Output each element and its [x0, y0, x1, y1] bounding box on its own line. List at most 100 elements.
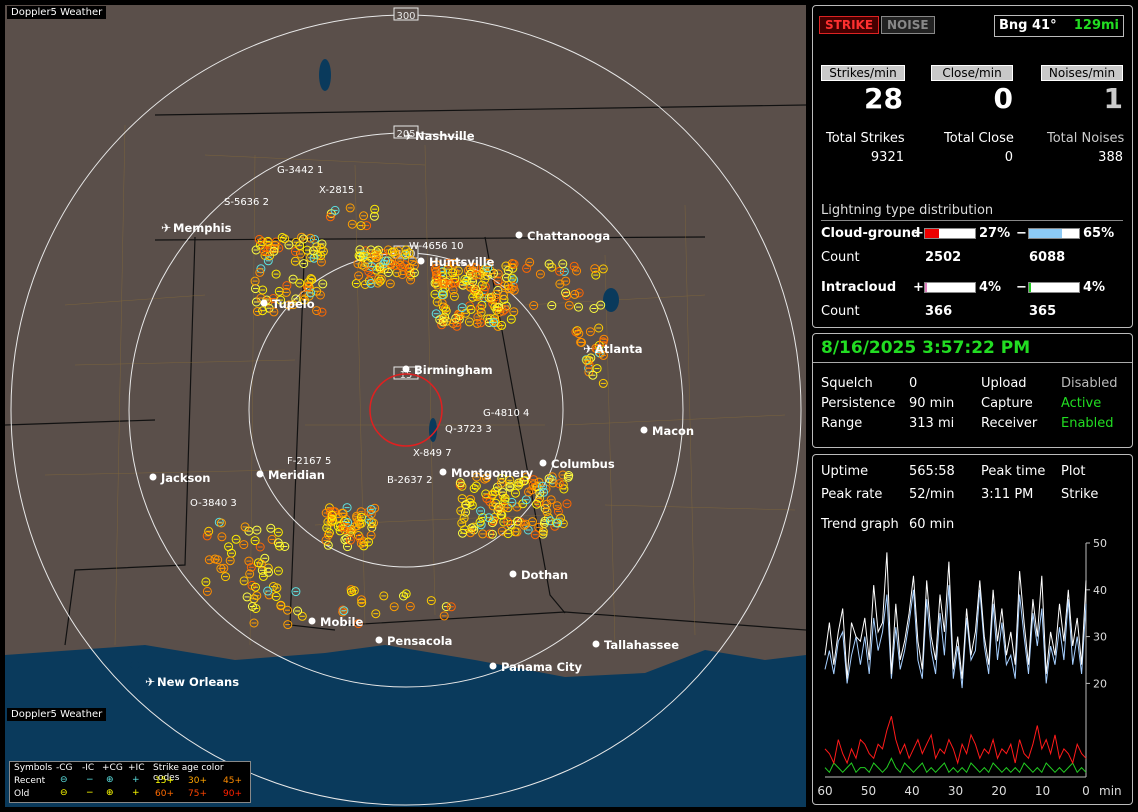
strike-marker — [475, 517, 485, 527]
strike-marker — [325, 212, 335, 222]
close-min-header: Close/min — [931, 65, 1013, 81]
city-label: Columbus — [551, 457, 615, 471]
city-dot — [509, 570, 517, 578]
trend-graph-label: Trend graph — [821, 517, 899, 532]
status-panel: 8/16/2025 3:57:22 PM Squelch 0 Upload Disab… — [812, 333, 1133, 448]
strike-marker — [295, 278, 305, 288]
strike-marker — [553, 518, 563, 528]
strike-marker — [489, 318, 499, 328]
uptime-value: 565:58 — [909, 464, 955, 479]
noises-per-min: 1 — [1103, 82, 1123, 115]
strike-marker — [544, 259, 554, 269]
strike-marker — [354, 271, 364, 281]
strike-marker — [480, 274, 490, 284]
city-label: Jackson — [160, 471, 210, 485]
strike-marker — [255, 267, 265, 277]
strike-marker — [555, 279, 565, 289]
strike-marker — [512, 516, 522, 526]
strike-marker — [497, 526, 507, 536]
strike-button[interactable]: STRIKE — [819, 16, 880, 34]
strike-marker — [247, 602, 257, 611]
cg-negative-pct: 65% — [1083, 226, 1115, 241]
strike-marker — [454, 315, 464, 324]
storm-id: G-4810 4 — [483, 408, 529, 419]
strike-marker — [576, 337, 586, 347]
strike-marker — [542, 507, 552, 517]
strike-marker — [312, 306, 322, 316]
city-dot — [640, 426, 648, 434]
age-recent-45: 45+ — [223, 776, 242, 786]
strike-marker — [490, 487, 500, 497]
strike-marker — [547, 301, 557, 310]
strike-marker — [449, 258, 459, 268]
strike-marker — [299, 295, 309, 305]
cg-count-label: Count — [821, 250, 860, 265]
trend-panel: Uptime 565:58 Peak time Plot Peak rate 5… — [812, 454, 1133, 805]
strike-marker — [553, 507, 563, 516]
city-label: Mobile — [320, 615, 363, 629]
county-lines — [44, 124, 796, 646]
strike-marker — [255, 542, 265, 552]
strike-marker — [467, 523, 477, 533]
strike-marker — [297, 232, 307, 242]
age-recent-30: 30+ — [188, 776, 207, 786]
strike-marker — [441, 306, 451, 316]
strike-marker — [406, 275, 416, 285]
strike-marker — [213, 555, 223, 565]
strike-marker — [204, 526, 214, 536]
strike-marker — [450, 274, 460, 283]
strike-marker — [495, 504, 505, 514]
strike-marker — [528, 517, 537, 527]
legend-recent: Recent — [14, 776, 46, 786]
strike-marker — [432, 297, 442, 307]
strike-marker — [582, 355, 592, 365]
strike-marker — [511, 488, 520, 498]
strike-marker — [465, 269, 475, 279]
strike-marker — [304, 277, 314, 287]
strike-marker — [401, 589, 411, 599]
strike-marker — [558, 480, 568, 490]
strike-marker — [530, 530, 540, 540]
strike-marker — [446, 279, 456, 289]
strike-marker — [598, 378, 608, 388]
strike-marker — [438, 314, 448, 324]
strike-marker — [258, 285, 268, 295]
strike-marker — [451, 313, 461, 323]
strike-marker — [438, 317, 448, 327]
strike-marker — [245, 569, 255, 579]
strike-marker — [535, 269, 545, 279]
strike-marker — [350, 522, 360, 532]
strike-marker — [302, 282, 312, 292]
strike-marker — [392, 268, 402, 278]
strike-marker — [507, 273, 517, 283]
ic-minus-sign: − — [1016, 280, 1027, 295]
total-close-value: 0 — [1004, 150, 1013, 165]
noise-button[interactable]: NOISE — [881, 16, 935, 34]
strike-marker — [539, 487, 549, 497]
strike-marker — [570, 289, 580, 299]
trend-series-line — [824, 716, 1087, 765]
strike-marker — [449, 291, 459, 301]
strike-marker — [574, 329, 584, 339]
strike-marker — [491, 290, 501, 300]
lightning-map[interactable]: 300 205 110 15 ✈ Nashville ✈ Memphis Chattanoog… — [5, 5, 806, 807]
strikes-min-header: Strikes/min — [821, 65, 905, 81]
strike-marker — [224, 542, 234, 552]
status-value: 90 min — [909, 396, 955, 411]
strike-marker — [252, 525, 262, 535]
y-tick-label: 50 — [1093, 537, 1107, 550]
peak-rate-label: Peak rate — [821, 487, 883, 502]
legend-symbols-title: Symbols — [14, 763, 53, 773]
strike-marker — [497, 487, 507, 497]
strike-marker — [482, 494, 492, 504]
strike-marker — [471, 270, 481, 280]
storm-id: W-4656 10 — [409, 241, 463, 252]
strike-marker — [572, 266, 582, 276]
strike-marker — [357, 512, 366, 522]
age-old-75: 75+ — [188, 789, 207, 799]
strike-marker — [316, 251, 326, 261]
strike-marker — [538, 481, 547, 491]
strike-marker — [509, 275, 519, 285]
strike-marker — [347, 219, 357, 229]
